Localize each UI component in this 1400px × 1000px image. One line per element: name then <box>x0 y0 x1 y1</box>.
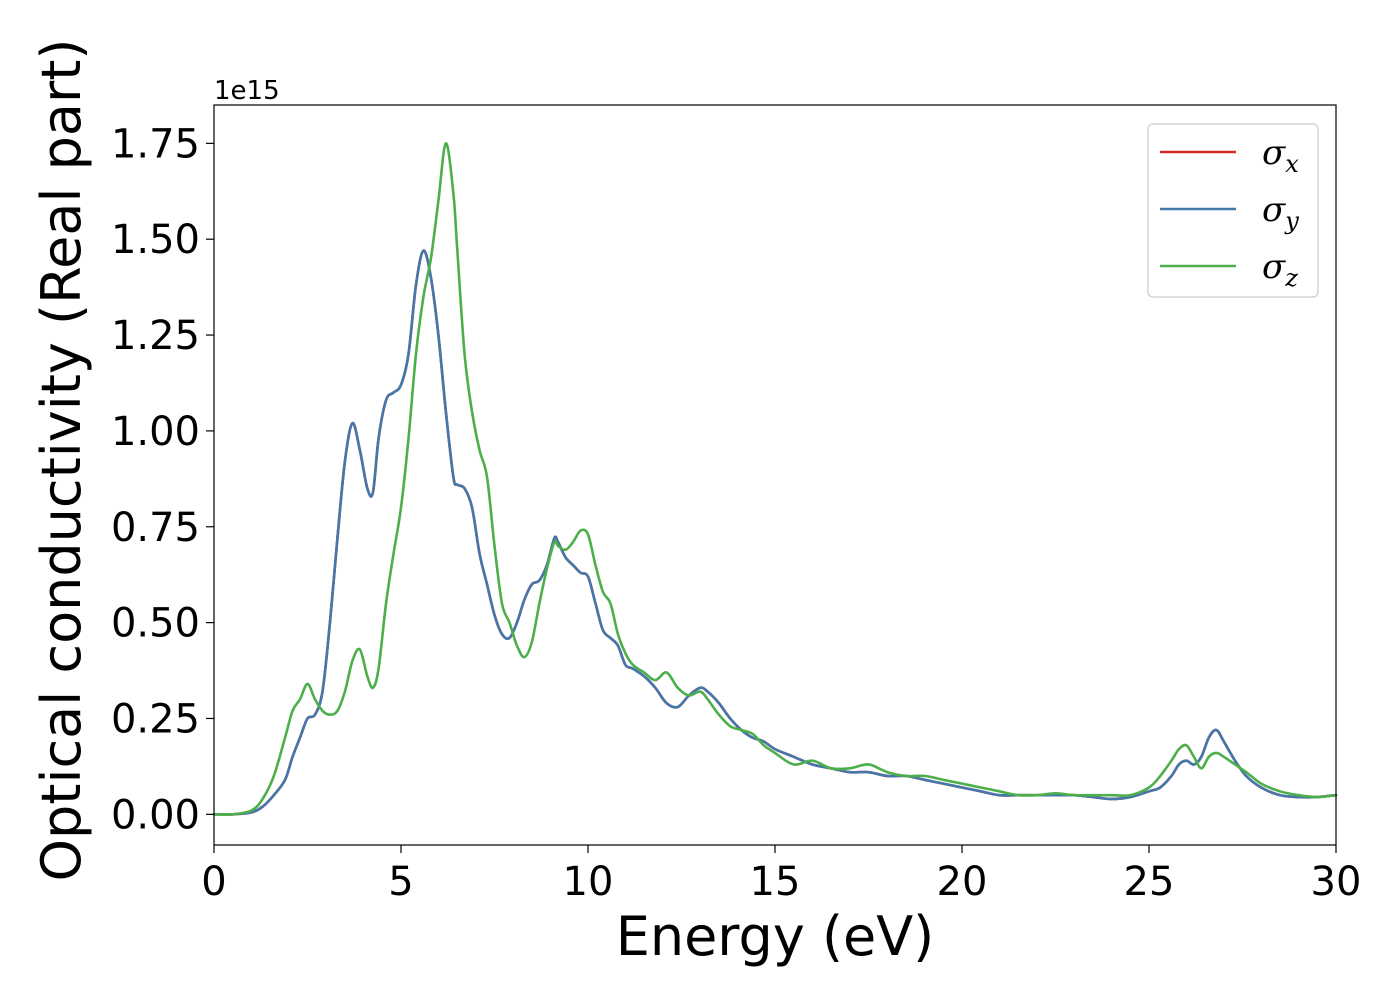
y-tick-label: 0.00 <box>111 792 200 838</box>
x-axis-label: Energy (eV) <box>616 905 935 968</box>
y-tick-label: 1.00 <box>111 409 200 455</box>
legend-entry: σx <box>1262 133 1299 178</box>
legend-box <box>1147 123 1319 298</box>
series-line-3 <box>212 142 1338 816</box>
y-tick-label: 1.50 <box>111 217 200 263</box>
x-axis-ticks: 0 5 10 15 20 25 30 <box>201 845 1361 905</box>
y-tick-label: 0.25 <box>111 696 200 742</box>
y-axis-ticks: 0.00 0.25 0.50 0.75 1.00 1.25 1.50 1.75 <box>111 121 214 838</box>
y-axis-label: Optical conductivity (Real part) <box>30 39 93 882</box>
x-tick-label: 30 <box>1311 859 1362 905</box>
legend-entry: σy <box>1262 190 1299 235</box>
legend: σx σy σz <box>1147 123 1319 298</box>
x-tick-label: 25 <box>1124 859 1175 905</box>
y-tick-label: 1.75 <box>111 121 200 167</box>
x-tick-label: 0 <box>201 859 226 905</box>
y-offset-text: 1e15 <box>214 76 280 106</box>
series-line-1 <box>212 249 1338 816</box>
x-tick-label: 10 <box>563 859 614 905</box>
y-tick-label: 0.75 <box>111 505 200 551</box>
x-tick-label: 20 <box>937 859 988 905</box>
series-line-2 <box>212 249 1338 816</box>
x-tick-label: 5 <box>388 859 413 905</box>
x-tick-label: 15 <box>750 859 801 905</box>
y-tick-label: 1.25 <box>111 313 200 359</box>
legend-entry: σz <box>1262 247 1298 292</box>
series-lines <box>212 142 1338 816</box>
y-tick-label: 0.50 <box>111 601 200 647</box>
